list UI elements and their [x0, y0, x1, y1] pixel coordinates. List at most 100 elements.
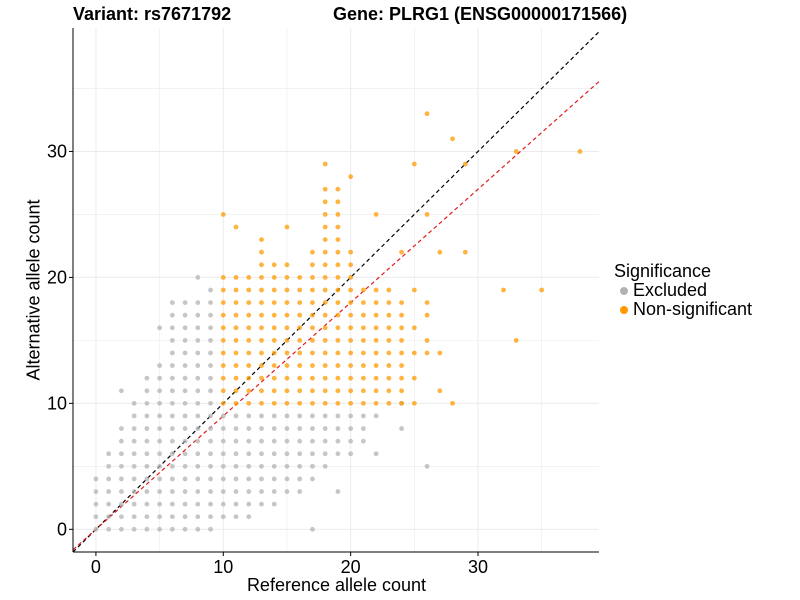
point-non-significant [284, 224, 290, 230]
point-non-significant [310, 400, 315, 406]
point-excluded [360, 426, 366, 431]
point-non-significant [297, 325, 303, 331]
point-excluded [310, 438, 315, 444]
point-excluded [246, 501, 252, 507]
point-non-significant [246, 363, 252, 368]
point-excluded [297, 426, 303, 431]
point-excluded [182, 300, 188, 305]
point-non-significant [297, 375, 303, 381]
point-non-significant [220, 337, 226, 343]
point-non-significant [259, 262, 264, 268]
point-non-significant [386, 300, 392, 305]
point-non-significant [335, 325, 341, 331]
point-non-significant [233, 312, 239, 318]
point-non-significant [284, 262, 290, 268]
x-axis-label: Reference allele count [246, 575, 427, 595]
point-excluded [195, 489, 201, 494]
point-excluded [169, 463, 175, 469]
point-excluded [169, 476, 175, 482]
point-non-significant [271, 262, 277, 268]
point-excluded [246, 476, 252, 482]
point-non-significant [373, 388, 379, 394]
point-non-significant [335, 300, 341, 305]
point-excluded [169, 375, 175, 381]
point-non-significant [246, 337, 252, 343]
point-non-significant [360, 375, 366, 381]
point-excluded [360, 438, 366, 444]
point-non-significant [284, 312, 290, 318]
point-excluded [144, 426, 150, 431]
point-non-significant [399, 388, 404, 394]
point-excluded [144, 451, 150, 457]
point-excluded [182, 363, 188, 368]
point-non-significant [322, 400, 328, 406]
point-non-significant [284, 337, 290, 343]
point-excluded [284, 463, 290, 469]
reference-line-0 [72, 31, 600, 553]
legend-label-excluded: Excluded [633, 280, 708, 300]
point-excluded [131, 514, 137, 520]
point-excluded [373, 413, 379, 419]
legend-swatch-excluded [620, 286, 628, 295]
point-non-significant [220, 275, 226, 280]
point-excluded [195, 476, 201, 482]
point-non-significant [284, 400, 290, 406]
point-non-significant [335, 262, 341, 268]
point-excluded [297, 476, 303, 482]
point-non-significant [246, 325, 252, 331]
point-non-significant [360, 300, 366, 305]
point-non-significant [399, 350, 404, 356]
point-excluded [259, 451, 264, 457]
point-excluded [208, 300, 213, 305]
point-non-significant [310, 350, 315, 356]
point-excluded [157, 489, 163, 494]
point-excluded [182, 337, 188, 343]
point-non-significant [259, 350, 264, 356]
point-excluded [169, 388, 175, 394]
point-non-significant [220, 325, 226, 331]
point-non-significant [233, 388, 239, 394]
point-excluded [182, 501, 188, 507]
point-non-significant [322, 325, 328, 331]
point-excluded [322, 463, 328, 469]
point-excluded [195, 325, 201, 331]
point-non-significant [348, 262, 354, 268]
legend-label-non-significant: Non-significant [633, 299, 753, 319]
point-excluded [195, 438, 201, 444]
point-non-significant [220, 287, 226, 293]
point-non-significant [322, 287, 328, 293]
point-excluded [144, 413, 150, 419]
point-excluded [259, 426, 264, 431]
point-excluded [131, 463, 137, 469]
point-non-significant [297, 350, 303, 356]
point-excluded [118, 463, 124, 469]
point-excluded [220, 514, 226, 520]
point-excluded [144, 438, 150, 444]
point-non-significant [411, 287, 417, 293]
point-non-significant [259, 388, 264, 394]
point-excluded [348, 451, 354, 457]
point-non-significant [424, 337, 430, 343]
point-non-significant [284, 287, 290, 293]
point-non-significant [246, 300, 252, 305]
point-non-significant [373, 312, 379, 318]
point-non-significant [399, 312, 404, 318]
point-excluded [284, 489, 290, 494]
point-excluded [157, 325, 163, 331]
point-non-significant [577, 149, 583, 154]
point-excluded [131, 476, 137, 482]
point-non-significant [348, 363, 354, 368]
point-non-significant [348, 400, 354, 406]
point-non-significant [335, 249, 341, 255]
point-excluded [118, 438, 124, 444]
point-excluded [322, 451, 328, 457]
point-non-significant [360, 363, 366, 368]
point-non-significant [373, 375, 379, 381]
point-excluded [195, 501, 201, 507]
point-non-significant [246, 275, 252, 280]
point-non-significant [259, 275, 264, 280]
point-non-significant [297, 287, 303, 293]
point-excluded [93, 501, 99, 507]
point-excluded [131, 400, 137, 406]
point-non-significant [335, 287, 341, 293]
